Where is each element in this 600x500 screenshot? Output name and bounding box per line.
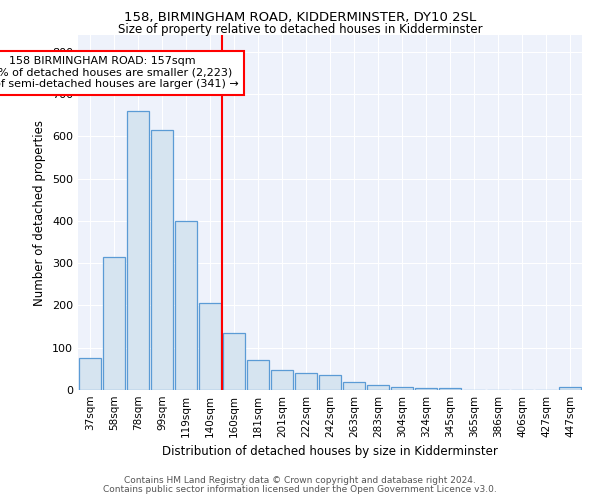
Bar — [175, 221, 197, 390]
Bar — [199, 302, 221, 390]
Bar — [223, 333, 245, 390]
Bar — [103, 257, 125, 390]
Bar — [559, 386, 581, 390]
Bar — [367, 385, 389, 390]
Bar — [151, 130, 173, 390]
Text: Contains public sector information licensed under the Open Government Licence v3: Contains public sector information licen… — [103, 485, 497, 494]
Text: Size of property relative to detached houses in Kidderminster: Size of property relative to detached ho… — [118, 22, 482, 36]
Bar — [415, 388, 437, 390]
Text: Contains HM Land Registry data © Crown copyright and database right 2024.: Contains HM Land Registry data © Crown c… — [124, 476, 476, 485]
Text: 158 BIRMINGHAM ROAD: 157sqm
← 86% of detached houses are smaller (2,223)
13% of : 158 BIRMINGHAM ROAD: 157sqm ← 86% of det… — [0, 56, 238, 90]
Text: 158, BIRMINGHAM ROAD, KIDDERMINSTER, DY10 2SL: 158, BIRMINGHAM ROAD, KIDDERMINSTER, DY1… — [124, 11, 476, 24]
Bar — [127, 111, 149, 390]
X-axis label: Distribution of detached houses by size in Kidderminster: Distribution of detached houses by size … — [162, 446, 498, 458]
Bar — [271, 370, 293, 390]
Bar — [343, 382, 365, 390]
Bar — [319, 375, 341, 390]
Bar — [295, 373, 317, 390]
Bar — [439, 388, 461, 390]
Bar — [391, 386, 413, 390]
Bar — [79, 358, 101, 390]
Bar — [247, 360, 269, 390]
Y-axis label: Number of detached properties: Number of detached properties — [34, 120, 46, 306]
